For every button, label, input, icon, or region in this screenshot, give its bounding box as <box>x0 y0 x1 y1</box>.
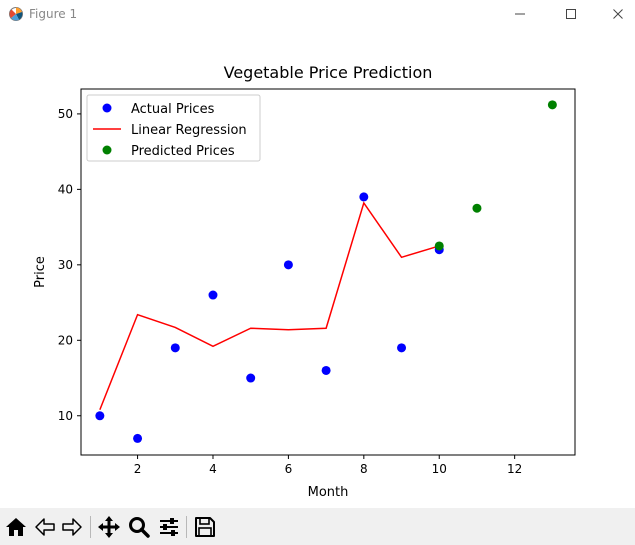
actual-price-point <box>246 373 256 383</box>
forward-button[interactable] <box>59 514 85 540</box>
legend-label: Linear Regression <box>131 123 247 138</box>
zoom-button[interactable] <box>126 514 152 540</box>
home-button[interactable] <box>3 514 29 540</box>
legend-box <box>86 94 261 162</box>
y-tick-label: 30 <box>58 258 73 272</box>
x-tick-label: 12 <box>507 462 522 476</box>
legend-point-marker <box>102 103 112 113</box>
plot-content <box>95 100 557 443</box>
legend-label: Actual Prices <box>131 102 215 117</box>
x-tick-label: 10 <box>432 462 447 476</box>
predicted-price-point <box>547 100 557 110</box>
move-icon <box>98 516 120 538</box>
y-axis-label: Price <box>33 256 48 288</box>
predicted-price-point <box>472 203 482 213</box>
minimize-icon <box>515 13 525 15</box>
save-icon <box>195 517 215 537</box>
save-button[interactable] <box>192 514 218 540</box>
chart-title: Vegetable Price Prediction <box>224 63 433 82</box>
close-icon <box>613 9 623 19</box>
matplotlib-figure-icon <box>9 7 23 21</box>
x-tick-label: 8 <box>360 462 368 476</box>
actual-price-point <box>359 192 369 202</box>
back-arrow-icon <box>35 518 55 536</box>
actual-price-point <box>95 411 105 421</box>
zoom-icon <box>129 517 150 538</box>
x-tick-label: 4 <box>209 462 217 476</box>
regression-line <box>99 201 440 410</box>
navigation-toolbar <box>0 508 635 545</box>
predicted-price-point <box>434 241 444 251</box>
actual-price-point <box>133 433 143 443</box>
chart[interactable]: Vegetable Price Prediction 2 4 6 8 10 12 10 20 3… <box>0 28 635 508</box>
toolbar-separator <box>90 516 91 538</box>
maximize-button[interactable] <box>548 0 594 28</box>
y-tick-label: 20 <box>58 333 73 347</box>
back-button[interactable] <box>32 514 58 540</box>
close-button[interactable] <box>595 0 635 28</box>
forward-arrow-icon <box>62 518 82 536</box>
x-tick-label: 2 <box>134 462 142 476</box>
actual-price-point <box>321 365 331 375</box>
actual-price-point <box>397 343 407 353</box>
window-title: Figure 1 <box>29 7 78 21</box>
minimize-button[interactable] <box>497 0 543 28</box>
actual-price-point <box>208 290 218 300</box>
legend-point-marker <box>102 145 112 155</box>
maximize-icon <box>566 9 576 19</box>
y-tick-label: 10 <box>58 409 73 423</box>
legend-label: Predicted Prices <box>131 144 235 159</box>
configure-subplots-button[interactable] <box>156 514 182 540</box>
title-bar[interactable]: Figure 1 <box>0 0 635 28</box>
x-axis-label: Month <box>308 485 349 500</box>
pan-button[interactable] <box>96 514 122 540</box>
y-tick-label: 50 <box>58 107 73 121</box>
figure-canvas[interactable]: Vegetable Price Prediction 2 4 6 8 10 12 10 20 3… <box>0 28 635 508</box>
actual-price-point <box>170 343 180 353</box>
actual-price-point <box>283 260 293 270</box>
y-tick-label: 40 <box>58 182 73 196</box>
legend: Actual Prices Linear Regression Predicted … <box>86 94 261 162</box>
axis-ticks: 2 4 6 8 10 12 10 20 30 40 50 <box>58 107 523 476</box>
x-tick-label: 6 <box>285 462 293 476</box>
axes-frame <box>80 88 576 456</box>
toolbar-separator <box>186 516 187 538</box>
home-icon <box>6 518 26 536</box>
sliders-icon <box>160 518 178 536</box>
